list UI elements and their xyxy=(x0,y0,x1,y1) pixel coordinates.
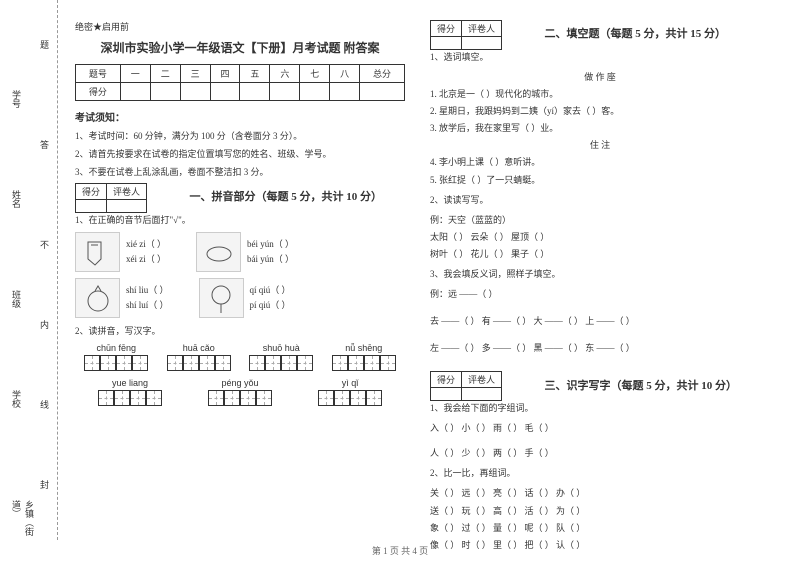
score-h3: 三 xyxy=(180,65,210,83)
s3-row-4: 送（ ） 玩（ ） 高（ ） 活（ ） 为（ ） xyxy=(430,503,770,520)
s2-line-1: 1. 北京是一（ ）现代化的城市。 xyxy=(430,86,770,103)
pomegranate-icon xyxy=(75,278,120,318)
binding-label-town: 乡镇（街道） xyxy=(10,500,36,540)
section-score-box-3: 得分评卷人 xyxy=(430,371,502,401)
s1-question-1: 1、在正确的音节后面打"√"。 xyxy=(75,213,405,226)
s2-row-1: 太阳（ ） 云朵（ ） 屋顶（ ） xyxy=(430,229,770,246)
s3-question-1: 1、我会给下面的字组词。 xyxy=(430,401,770,414)
s2-word-choices-2: 住 注 xyxy=(430,137,770,154)
instruction-2: 2、请首先按要求在试卷的指定位置填写您的姓名、班级、学号。 xyxy=(75,146,405,162)
score-h0: 题号 xyxy=(76,65,121,83)
score-table: 题号 一 二 三 四 五 六 七 八 总分 得分 xyxy=(75,64,405,101)
binding-margin: 乡镇（街道） 学校 班级 姓名 学号 封 线 内 不 答 题 xyxy=(0,0,58,540)
right-column: 得分评卷人 二、填空题（每题 5 分，共计 15 分） 1、选词填空。 做 作 … xyxy=(430,20,770,554)
balloon-icon xyxy=(199,278,244,318)
pinyin-1a: xié zi（ ）xéi zi（ ） xyxy=(126,237,166,266)
s2-row-2: 树叶（ ） 花儿（ ） 果子（ ） xyxy=(430,246,770,263)
score-h2: 二 xyxy=(150,65,180,83)
s2-row-4: 左 ——（ ） 多 ——（ ） 黑 ——（ ） 东 ——（ ） xyxy=(430,340,770,357)
pinyin-2a: béi yún（ ）bái yún（ ） xyxy=(247,237,294,266)
score-h6: 六 xyxy=(270,65,300,83)
binding-seal-5: 答 xyxy=(38,140,51,149)
section-score-box-2: 得分评卷人 xyxy=(430,20,502,50)
instruction-1: 1、考试时间：60 分钟，满分为 100 分（含卷面分 3 分）。 xyxy=(75,128,405,144)
binding-seal-1: 封 xyxy=(38,480,51,489)
section-3-title: 三、识字写字（每题 5 分，共计 10 分） xyxy=(545,377,738,393)
s3-question-2: 2、比一比，再组词。 xyxy=(430,466,770,479)
s3-row-3: 关（ ） 远（ ） 亮（ ） 话（ ） 办（ ） xyxy=(430,485,770,502)
left-column: 绝密★启用前 深圳市实验小学一年级语文【下册】月考试题 附答案 题号 一 二 三… xyxy=(75,20,405,413)
score-h8: 八 xyxy=(330,65,360,83)
pinyin-3a: shí liu（ ）shí luí（ ） xyxy=(126,283,169,312)
s2-example-2: 例：远 ——（ ） xyxy=(430,286,770,303)
word-group-6: péng yǒu xyxy=(208,378,272,409)
s2-question-2: 2、读读写写。 xyxy=(430,193,770,206)
binding-label-class: 班级 xyxy=(10,290,23,308)
score-h1: 一 xyxy=(120,65,150,83)
s3-row-5: 象（ ） 过（ ） 量（ ） 呢（ ） 队（ ） xyxy=(430,520,770,537)
binding-label-school: 学校 xyxy=(10,390,23,408)
inner-grader-label: 评卷人 xyxy=(107,183,147,199)
instructions-title: 考试须知： xyxy=(75,109,405,124)
exam-title: 深圳市实验小学一年级语文【下册】月考试题 附答案 xyxy=(75,39,405,56)
s2-line-3: 3. 放学后，我在家里写（ ）业。 xyxy=(430,120,770,137)
instruction-3: 3、不要在试卷上乱涂乱画，卷面不整洁扣 3 分。 xyxy=(75,164,405,180)
section-score-box-1: 得分评卷人 xyxy=(75,183,147,213)
section-2-title: 二、填空题（每题 5 分，共计 15 分） xyxy=(545,25,727,41)
s1-question-2: 2、读拼音，写汉字。 xyxy=(75,324,405,337)
secret-label: 绝密★启用前 xyxy=(75,20,405,33)
score-row-label: 得分 xyxy=(76,83,121,101)
s2-word-choices-1: 做 作 座 xyxy=(430,69,770,86)
score-h5: 五 xyxy=(240,65,270,83)
s3-row-1: 入（ ） 小（ ） 雨（ ） 毛（ ） xyxy=(430,420,770,437)
inner-score-label: 得分 xyxy=(76,183,107,199)
s2-line-2: 2. 星期日，我跟妈妈到二姨（yí）家去（ ）客。 xyxy=(430,103,770,120)
s3-row-2: 人（ ） 少（ ） 两（ ） 手（ ） xyxy=(430,445,770,462)
score-h4: 四 xyxy=(210,65,240,83)
binding-label-id: 学号 xyxy=(10,90,23,108)
word-group-5: yue liang xyxy=(98,378,162,409)
score-h7: 七 xyxy=(300,65,330,83)
pinyin-4a: qí qiú（ ）pí qiú（ ） xyxy=(250,283,291,312)
page-footer: 第 1 页 共 4 页 xyxy=(0,544,800,557)
section-1-title: 一、拼音部分（每题 5 分，共计 10 分） xyxy=(190,188,383,204)
score-h9: 总分 xyxy=(360,65,405,83)
binding-seal-6: 题 xyxy=(38,40,51,49)
binding-seal-2: 线 xyxy=(38,400,51,409)
cloud-icon xyxy=(196,232,241,272)
binding-label-name: 姓名 xyxy=(10,190,23,208)
s2-question-1: 1、选词填空。 xyxy=(430,50,770,63)
s2-question-3: 3、我会填反义词，照样子填空。 xyxy=(430,267,770,280)
s2-line-4: 4. 李小明上课（ ）意听讲。 xyxy=(430,154,770,171)
binding-seal-4: 不 xyxy=(38,240,51,249)
word-group-3: shuō huà xyxy=(249,343,313,374)
s2-example-1: 例：天空（蓝蓝的） xyxy=(430,212,770,229)
s2-row-3: 去 ——（ ） 有 ——（ ） 大 ——（ ） 上 ——（ ） xyxy=(430,313,770,330)
binding-seal-3: 内 xyxy=(38,320,51,329)
word-group-7: yì qǐ xyxy=(318,378,382,409)
boots-icon xyxy=(75,232,120,272)
word-group-2: huā cǎo xyxy=(167,343,231,374)
word-group-1: chūn fēng xyxy=(84,343,148,374)
s2-line-5: 5. 张红捉（ ）了一只蜻蜓。 xyxy=(430,172,770,189)
word-group-4: nǚ shēng xyxy=(332,343,396,374)
